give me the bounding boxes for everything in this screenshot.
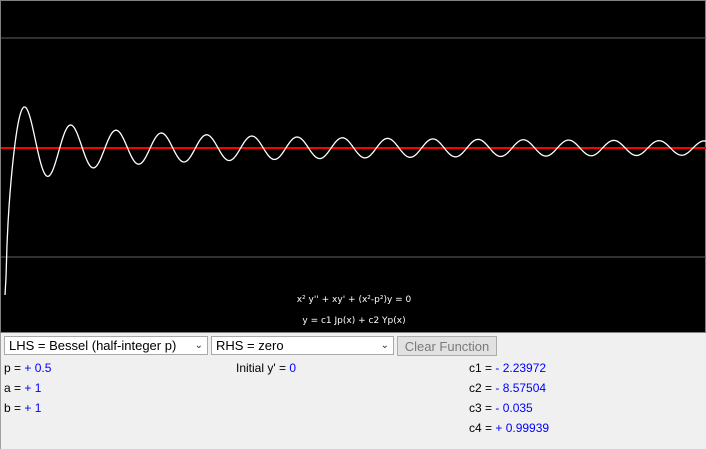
p-label: p = — [4, 361, 25, 375]
control-panel: LHS = Bessel (half-integer p) ⌄ RHS = ze… — [0, 333, 706, 449]
c2-label: c2 = — [469, 381, 496, 395]
rhs-select[interactable]: RHS = zero ⌄ — [211, 336, 394, 355]
chevron-down-icon: ⌄ — [380, 340, 389, 351]
c2-field[interactable]: c2 = - 8.57504 — [469, 381, 546, 395]
equation-line-2: y = c1 Jp(x) + c2 Yp(x) — [302, 316, 406, 326]
rhs-select-value: RHS = zero — [216, 338, 284, 353]
b-field[interactable]: b = + 1 — [4, 401, 41, 415]
c4-label: c4 = — [469, 421, 496, 435]
chevron-down-icon: ⌄ — [194, 340, 203, 351]
p-value[interactable]: + 0.5 — [24, 361, 52, 375]
c3-field[interactable]: c3 = - 0.035 — [469, 401, 533, 415]
c4-field[interactable]: c4 = + 0.99939 — [469, 421, 549, 435]
equation-line-1: x² y'' + xy' + (x²-p²)y = 0 — [296, 295, 412, 305]
solution-curve — [4, 106, 706, 296]
c4-value[interactable]: + 0.99939 — [495, 421, 550, 435]
c2-value[interactable]: - 8.57504 — [495, 381, 547, 395]
p-field[interactable]: p = + 0.5 — [4, 361, 51, 375]
c1-value[interactable]: - 2.23972 — [495, 361, 547, 375]
c3-label: c3 = — [469, 401, 496, 415]
clear-function-button[interactable]: Clear Function — [397, 336, 497, 356]
b-label: b = — [4, 401, 25, 415]
initial-y-value[interactable]: 0 — [289, 361, 297, 375]
c1-field[interactable]: c1 = - 2.23972 — [469, 361, 546, 375]
lhs-select-value: LHS = Bessel (half-integer p) — [9, 338, 177, 353]
initial-y-label: Initial y' = — [236, 361, 290, 375]
a-label: a = — [4, 381, 25, 395]
c3-value[interactable]: - 0.035 — [495, 401, 533, 415]
a-value[interactable]: + 1 — [24, 381, 42, 395]
plot-svg — [1, 37, 706, 296]
lhs-select[interactable]: LHS = Bessel (half-integer p) ⌄ — [4, 336, 208, 355]
initial-y-field[interactable]: Initial y' = 0 — [236, 361, 296, 375]
a-field[interactable]: a = + 1 — [4, 381, 41, 395]
c1-label: c1 = — [469, 361, 496, 375]
b-value[interactable]: + 1 — [24, 401, 42, 415]
plot-canvas[interactable]: x² y'' + xy' + (x²-p²)y = 0 y = c1 Jp(x)… — [0, 0, 706, 333]
